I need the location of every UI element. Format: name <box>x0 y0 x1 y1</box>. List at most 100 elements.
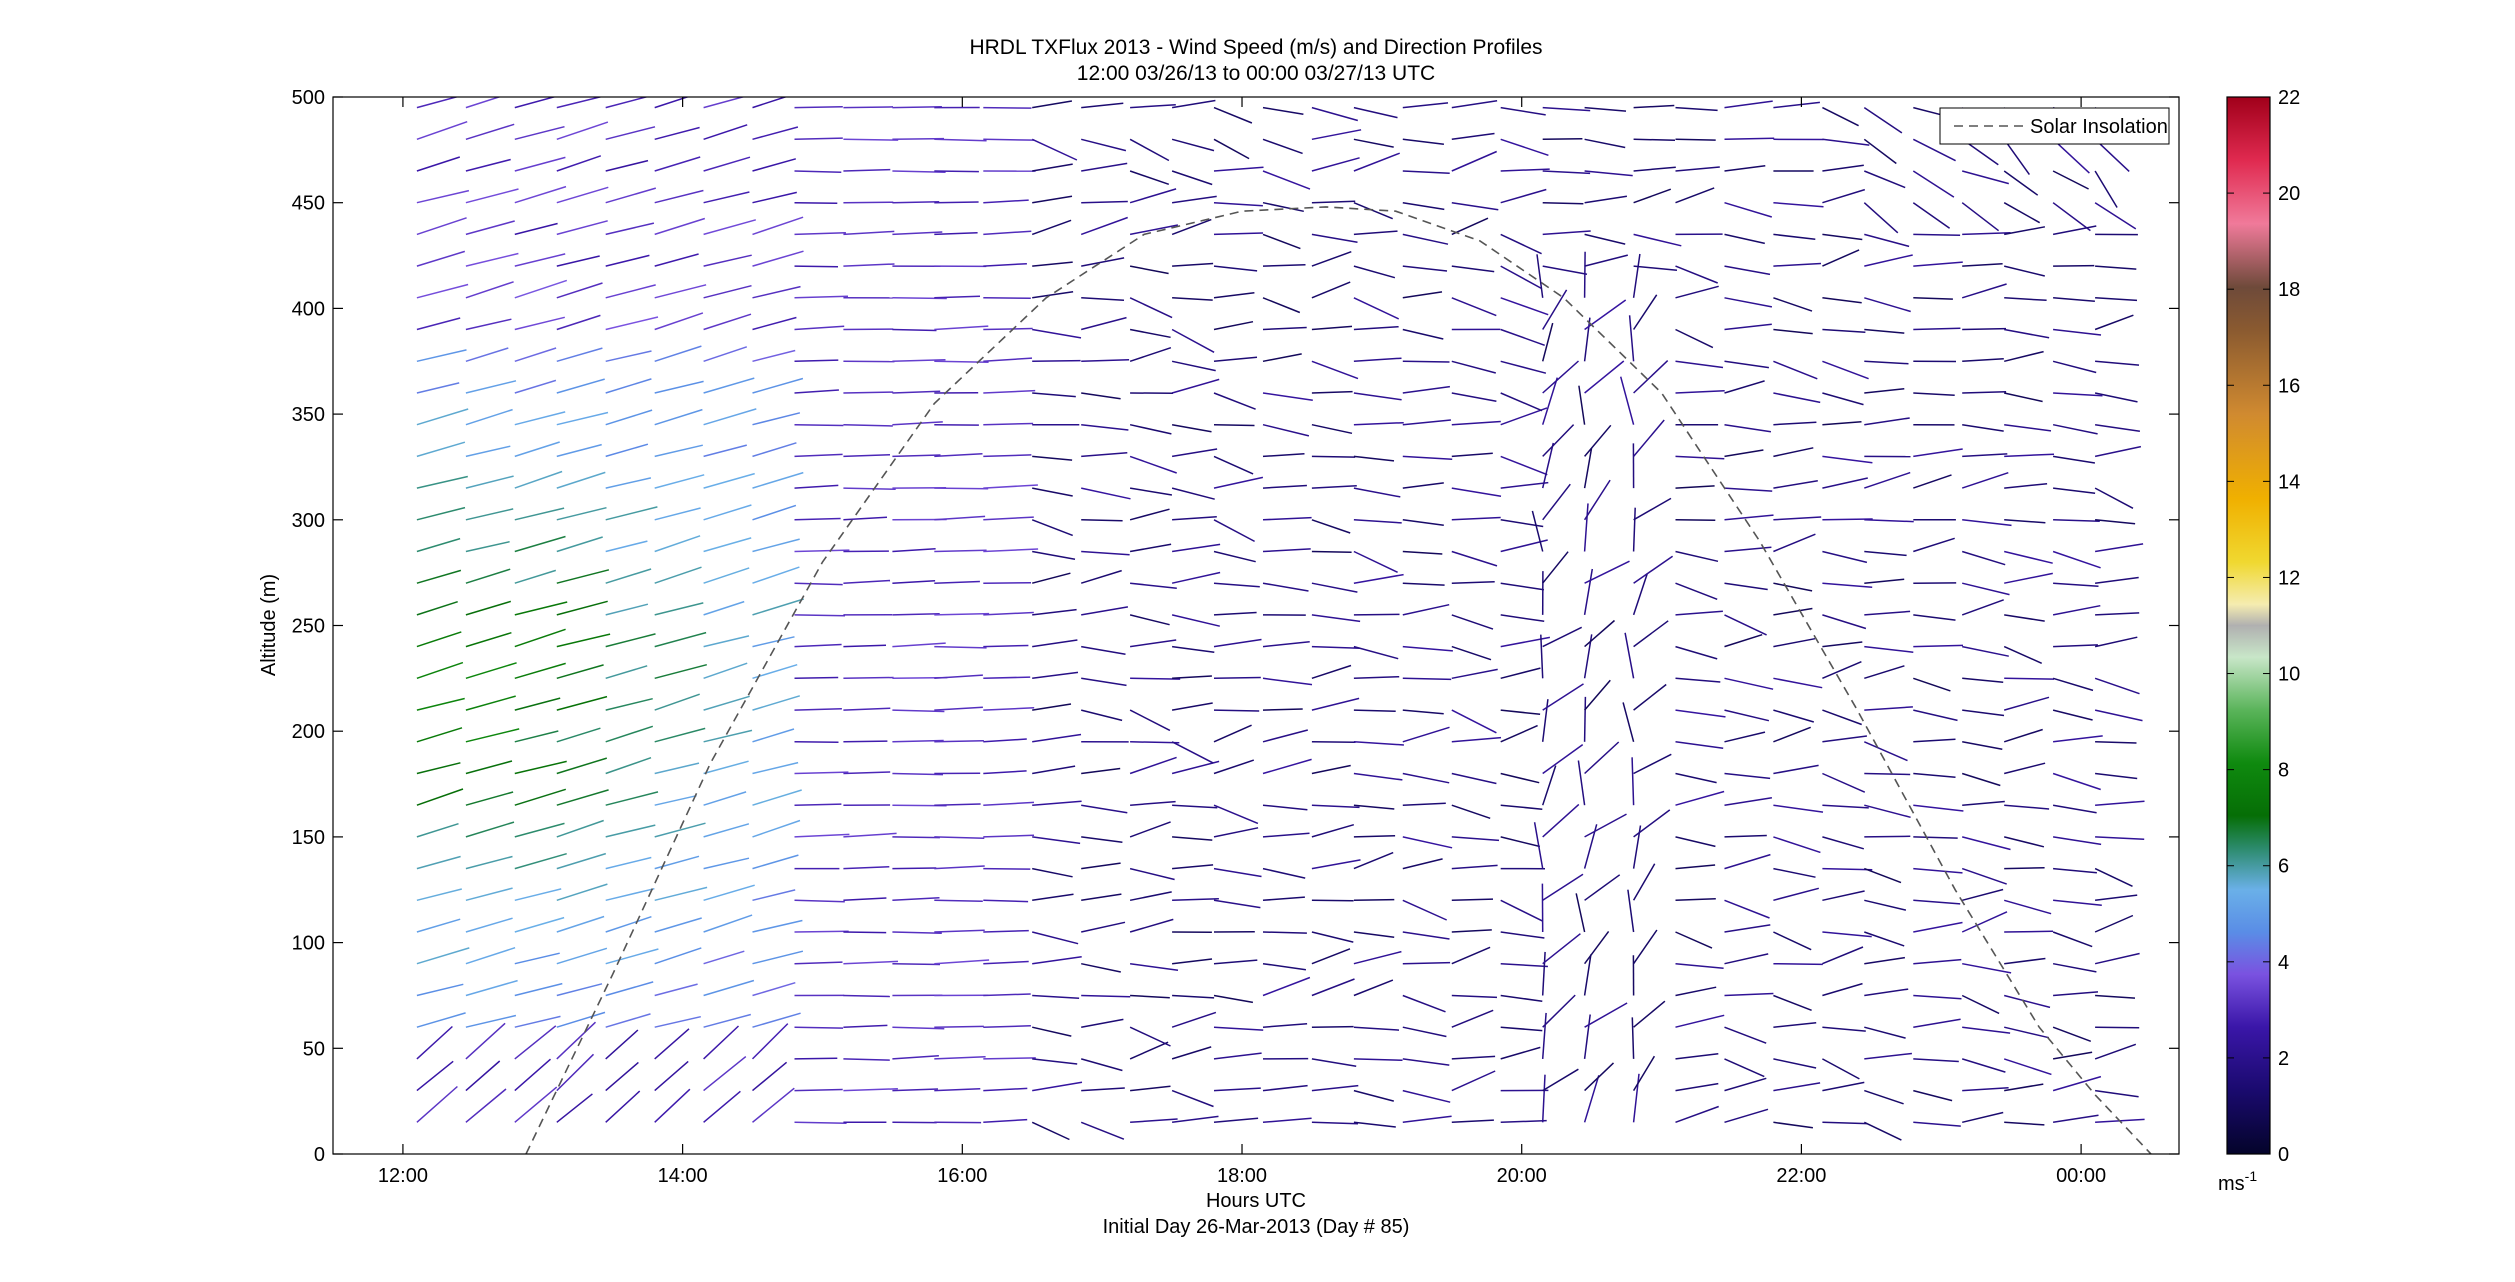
wind-vector <box>1353 613 1400 616</box>
wind-vector <box>794 1057 838 1060</box>
wind-vector <box>1822 709 1862 726</box>
wind-vector <box>2094 138 2130 172</box>
wind-vector <box>1032 893 1074 902</box>
colorbar-tick-label: 8 <box>2278 760 2289 782</box>
wind-vector <box>2053 519 2100 523</box>
wind-vector <box>983 1025 1031 1028</box>
wind-vector <box>1311 948 1351 965</box>
wind-vector <box>2053 328 2102 336</box>
wind-vector <box>2094 170 2118 208</box>
wind-vector <box>2052 962 2097 973</box>
wind-vector <box>556 411 609 426</box>
wind-vector <box>1262 106 1304 115</box>
wind-vector <box>465 252 519 267</box>
wind-vector <box>2003 645 2043 664</box>
wind-vector <box>703 124 748 141</box>
wind-vector <box>1500 582 1545 591</box>
wind-vector <box>2095 265 2137 270</box>
wind-vector <box>1080 216 1128 236</box>
wind-vector <box>1262 1084 1308 1092</box>
wind-vector <box>465 158 511 172</box>
wind-vector <box>556 536 603 553</box>
wind-vector <box>1773 582 1813 592</box>
wind-vector <box>1500 1046 1541 1060</box>
wind-vector <box>892 739 944 743</box>
wind-vector <box>1171 741 1214 764</box>
wind-vector <box>1129 709 1171 732</box>
wind-vector <box>752 504 797 521</box>
wind-vector <box>983 1118 1028 1124</box>
wind-vector <box>1542 626 1583 648</box>
wind-vector <box>556 852 607 870</box>
wind-vector <box>843 771 891 775</box>
wind-vector <box>934 1088 981 1092</box>
wind-vector <box>1822 946 1864 965</box>
wind-vector <box>794 833 850 838</box>
wind-vector <box>703 156 751 172</box>
wind-vector <box>1032 163 1073 172</box>
wind-vector <box>703 857 750 870</box>
x-tick-label: 20:00 <box>1497 1165 1547 1187</box>
wind-vector <box>1961 994 2000 1015</box>
wind-vector <box>983 867 1031 870</box>
wind-vector <box>1675 187 1715 204</box>
wind-vector <box>465 347 509 363</box>
wind-vector <box>1724 323 1772 331</box>
wind-vector <box>752 158 797 172</box>
wind-vector <box>654 762 700 775</box>
wind-vector <box>654 284 707 299</box>
wind-vector <box>1262 677 1313 686</box>
wind-vector <box>1402 802 1446 806</box>
wind-vector <box>1913 644 1964 648</box>
wind-vector <box>1451 132 1495 141</box>
wind-vector <box>605 856 652 870</box>
wind-vector <box>1311 899 1354 902</box>
wind-vector <box>1451 772 1497 785</box>
wind-vector <box>1262 729 1308 743</box>
wind-vector <box>514 279 568 299</box>
colorbar-gradient <box>2226 96 2271 1155</box>
wind-vector <box>1675 1014 1725 1028</box>
wind-vector <box>1031 1121 1070 1141</box>
wind-vector <box>1675 897 1716 902</box>
wind-vector <box>654 535 701 553</box>
wind-vector <box>2052 170 2089 190</box>
wind-vector <box>1675 1105 1719 1124</box>
plot-background <box>333 97 2179 1154</box>
wind-vector <box>1171 378 1220 394</box>
wind-vector <box>1451 1070 1496 1092</box>
wind-vector <box>556 443 602 458</box>
wind-vector <box>752 126 799 141</box>
wind-vector <box>1129 756 1177 775</box>
wind-vector <box>1633 104 1675 109</box>
wind-vector <box>1032 195 1073 204</box>
wind-vector <box>465 445 511 458</box>
wind-vector <box>1724 201 1773 218</box>
wind-vector <box>654 189 704 204</box>
wind-vector <box>1724 1026 1767 1044</box>
wind-vector <box>794 517 841 521</box>
wind-vector <box>465 728 520 743</box>
wind-vector <box>1822 420 1862 426</box>
wind-vector <box>2004 392 2043 403</box>
wind-vector <box>465 1060 501 1092</box>
colorbar: 0 2 4 6 8 10 12 14 16 18 20 22 ms-1 <box>2218 87 2300 1195</box>
wind-vector <box>1081 804 1128 814</box>
wind-vector <box>1822 164 1864 172</box>
wind-vector <box>1081 358 1130 363</box>
wind-vector <box>1311 519 1351 534</box>
wind-vector <box>1402 385 1451 394</box>
wind-vector <box>2004 350 2044 363</box>
wind-vector <box>605 824 656 838</box>
wind-vector <box>1773 233 1816 241</box>
wind-vector <box>1633 1000 1666 1028</box>
wind-vector <box>983 707 1035 711</box>
wind-vector <box>2095 800 2145 806</box>
wind-vector <box>1633 233 1682 247</box>
wind-vector <box>1129 962 1179 971</box>
wind-vector <box>2004 867 2045 870</box>
wind-vector <box>2052 1051 2093 1060</box>
wind-vector <box>556 220 608 236</box>
wind-vector <box>1633 265 1678 271</box>
wind-vector <box>2053 264 2095 267</box>
